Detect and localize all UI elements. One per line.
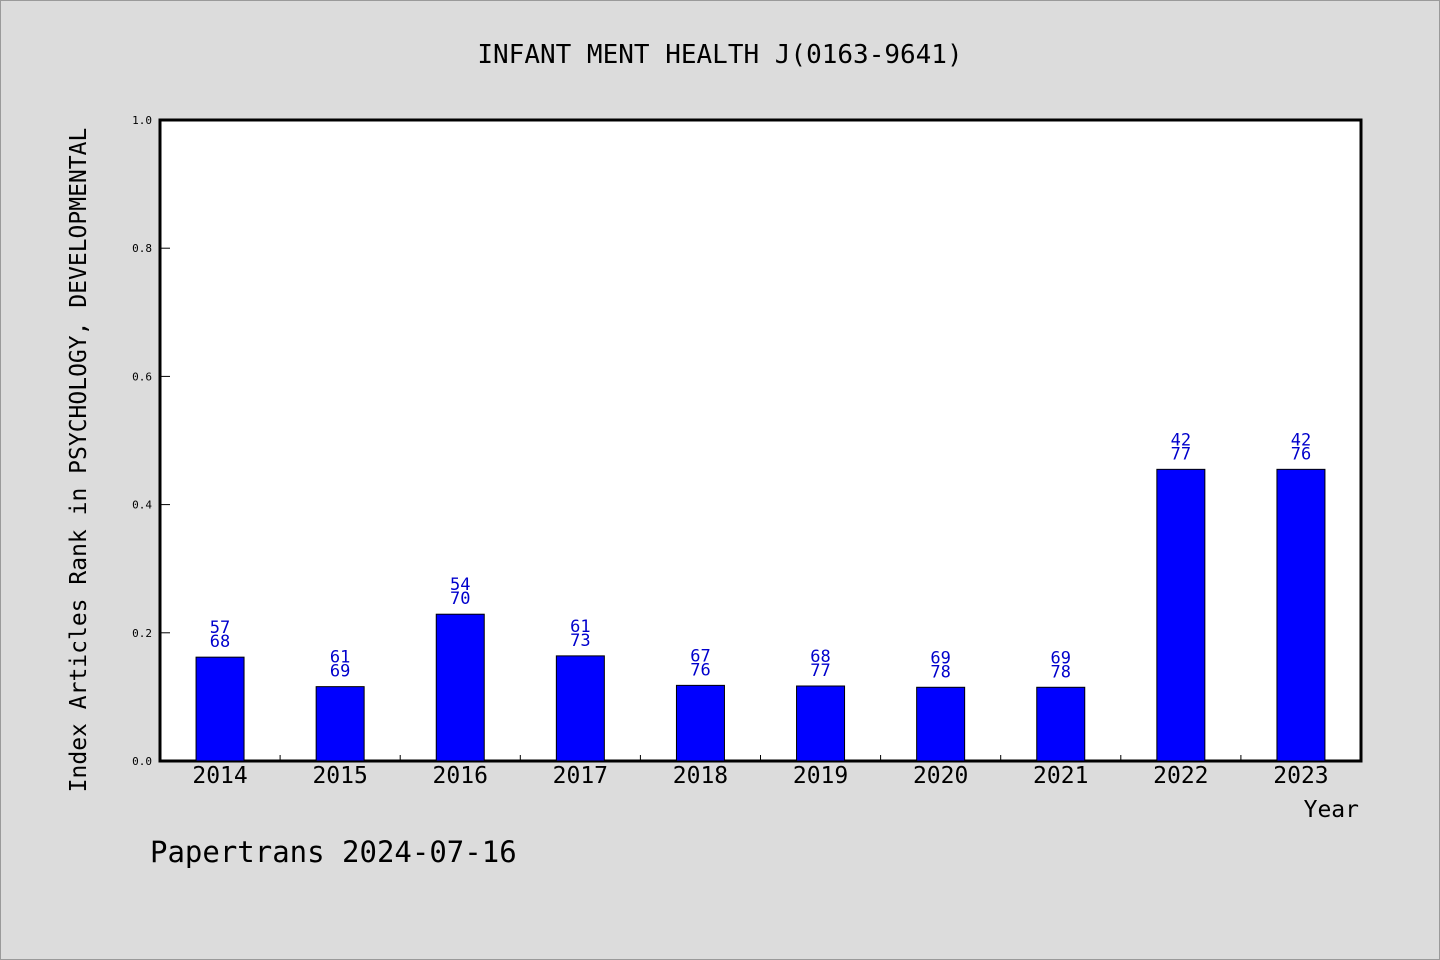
x-tick-label: 2019 [793, 763, 848, 789]
y-tick-label: 0.8 [132, 242, 152, 255]
bar-rank-label: 67 [690, 646, 710, 666]
y-tick-label: 0.0 [132, 755, 152, 768]
bar-total-label: 76 [690, 660, 710, 680]
footer-credit: Papertrans 2024-07-16 [150, 835, 517, 869]
bar-total-label: 69 [330, 662, 350, 682]
bar [1156, 468, 1206, 762]
bar [1276, 468, 1326, 762]
x-tick-label: 2021 [1033, 763, 1088, 789]
bar [916, 686, 966, 762]
y-axis-ticks: 0.0 0.2 0.4 0.6 0.8 1.0 [132, 114, 170, 768]
bar [195, 656, 245, 762]
x-tick-label: 2020 [913, 763, 968, 789]
bar-rank-label: 61 [330, 648, 350, 668]
x-tick-label: 2022 [1153, 763, 1208, 789]
bar-rank-label: 69 [1051, 648, 1071, 668]
x-axis-label: Year [1304, 797, 1359, 823]
chart-title: INFANT MENT HEALTH J(0163-9641) [477, 40, 962, 70]
x-tick-label: 2016 [433, 763, 488, 789]
bar [435, 613, 485, 762]
bar [675, 684, 725, 762]
bar-total-label: 78 [930, 662, 950, 682]
bar-rank-label: 54 [450, 575, 470, 595]
y-tick-label: 0.6 [132, 370, 152, 383]
x-tick-label: 2015 [312, 763, 367, 789]
bar [796, 685, 846, 762]
bar-total-label: 68 [210, 632, 230, 652]
bar-rank-label: 61 [570, 617, 590, 637]
x-tick-label: 2018 [673, 763, 728, 789]
y-tick-label: 0.2 [132, 627, 152, 640]
bar-total-label: 78 [1051, 662, 1071, 682]
bar-total-label: 76 [1291, 444, 1311, 464]
x-tick-label: 2023 [1273, 763, 1328, 789]
bar-total-label: 77 [810, 661, 830, 681]
bar-total-label: 77 [1171, 444, 1191, 464]
bar-total-label: 70 [450, 589, 470, 609]
y-axis-label: Index Articles Rank in PSYCHOLOGY, DEVEL… [66, 128, 92, 793]
bar-rank-label: 42 [1291, 430, 1311, 450]
y-tick-label: 0.4 [132, 499, 152, 512]
x-axis-ticks: 2014 2015 2016 2017 2018 2019 2020 2021 2022 2023 [192, 755, 1329, 789]
y-tick-label: 1.0 [132, 114, 152, 127]
x-tick-label: 2014 [192, 763, 247, 789]
bar-rank-label: 69 [930, 648, 950, 668]
bar-total-label: 73 [570, 631, 590, 651]
x-tick-label: 2017 [553, 763, 608, 789]
bar [315, 686, 365, 762]
bar-rank-label: 42 [1171, 430, 1191, 450]
bar-rank-label: 68 [810, 647, 830, 667]
bar [1036, 686, 1086, 762]
bar [555, 655, 605, 762]
bar-rank-label: 57 [210, 618, 230, 638]
